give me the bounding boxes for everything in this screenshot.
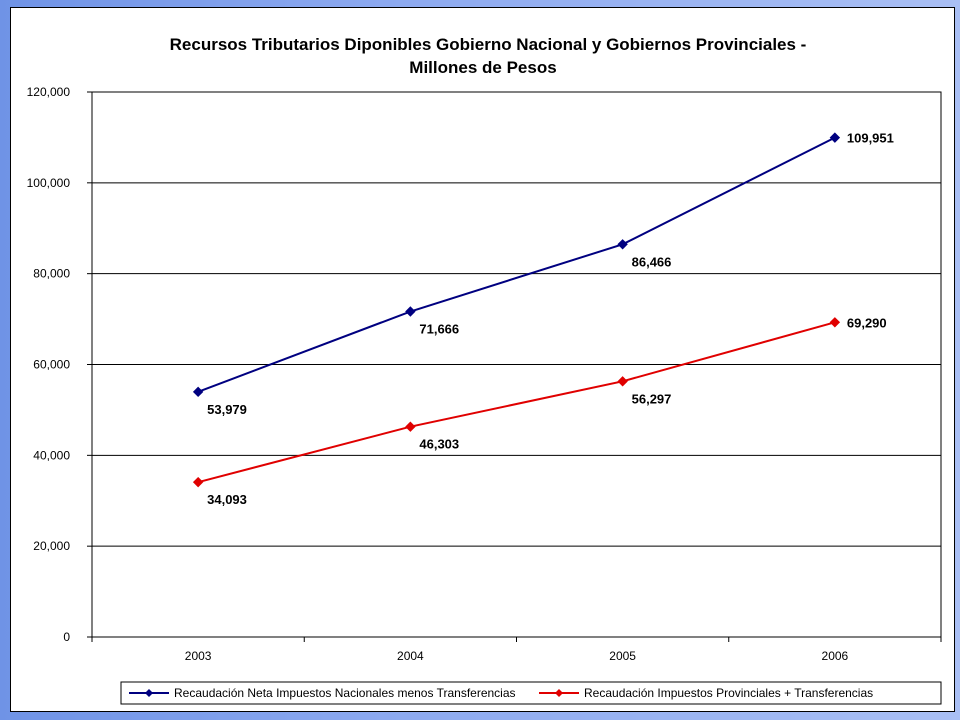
data-point: [829, 317, 841, 328]
series-layer: 53,979 71,666 86,466 109,951 34,093 46,303 56,…: [192, 131, 894, 507]
data-point: [617, 239, 628, 250]
data-label: 71,666: [419, 322, 459, 337]
series-line-1: [197, 136, 836, 393]
data-point: [617, 376, 628, 387]
x-tick-label: 2005: [609, 649, 636, 663]
y-tick-label: 80,000: [33, 267, 70, 281]
data-label: 46,303: [419, 437, 459, 452]
x-tick-label: 2003: [185, 649, 212, 663]
legend-box: [120, 681, 942, 705]
y-tick-label: 40,000: [33, 448, 70, 462]
chart-subtitle: Millones de Pesos: [409, 58, 556, 77]
y-tick-label: 0: [63, 630, 70, 644]
chart-area: Recursos Tributarios Diponibles Gobierno…: [10, 7, 955, 712]
grid-layer: [91, 91, 942, 638]
data-label: 69,290: [847, 315, 887, 330]
data-point: [829, 132, 841, 143]
y-tick-label: 60,000: [33, 358, 70, 372]
data-label: 53,979: [207, 402, 247, 417]
data-point: [192, 386, 204, 398]
data-label: 56,297: [632, 391, 672, 406]
series-line-2: [197, 321, 836, 484]
chart-title: Recursos Tributarios Diponibles Gobierno…: [170, 35, 807, 54]
legend-label-1: Recaudación Neta Impuestos Nacionales me…: [174, 686, 516, 700]
data-point: [192, 476, 204, 488]
y-tick-label: 120,000: [27, 85, 71, 99]
data-label: 34,093: [207, 492, 247, 507]
legend: Recaudación Neta Impuestos Nacionales me…: [120, 681, 942, 705]
data-label: 109,951: [847, 131, 894, 146]
legend-marker-1: [145, 689, 153, 697]
data-point: [405, 306, 416, 317]
y-tick-label: 20,000: [33, 539, 70, 553]
x-tick-label: 2006: [822, 649, 849, 663]
x-tick-label: 2004: [397, 649, 424, 663]
line-chart: Recursos Tributarios Diponibles Gobierno…: [27, 35, 942, 705]
y-tick-label: 100,000: [27, 176, 71, 190]
data-label: 86,466: [632, 254, 672, 269]
data-point: [405, 421, 416, 432]
legend-marker-2: [555, 689, 563, 697]
axis-layer: 0 20,000 40,000 60,000 80,000 100,000 120,000 2…: [27, 85, 942, 663]
legend-label-2: Recaudación Impuestos Provinciales + Tra…: [584, 686, 873, 700]
